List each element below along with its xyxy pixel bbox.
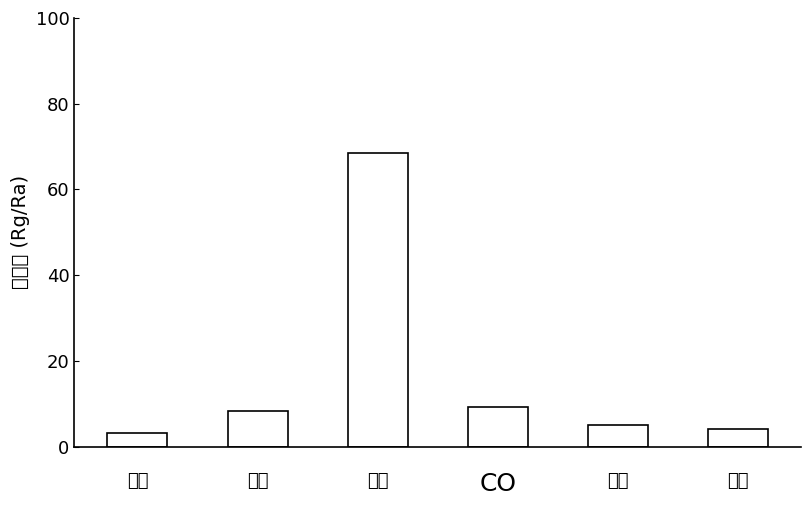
Text: 甲醇: 甲醇 (367, 472, 388, 490)
Text: 甲醇: 甲醇 (726, 472, 748, 490)
Bar (467, 407, 527, 446)
Bar (707, 429, 767, 446)
Text: 氨水: 氨水 (247, 472, 268, 490)
Bar (587, 425, 647, 446)
Bar (347, 153, 407, 446)
Y-axis label: 灵敏度 (Rg/Ra): 灵敏度 (Rg/Ra) (11, 175, 30, 289)
Text: 乙醇: 乙醇 (607, 472, 628, 490)
Text: CO: CO (478, 472, 516, 496)
Text: 内酮: 内酮 (127, 472, 148, 490)
Bar (227, 412, 287, 446)
Bar (107, 433, 167, 446)
